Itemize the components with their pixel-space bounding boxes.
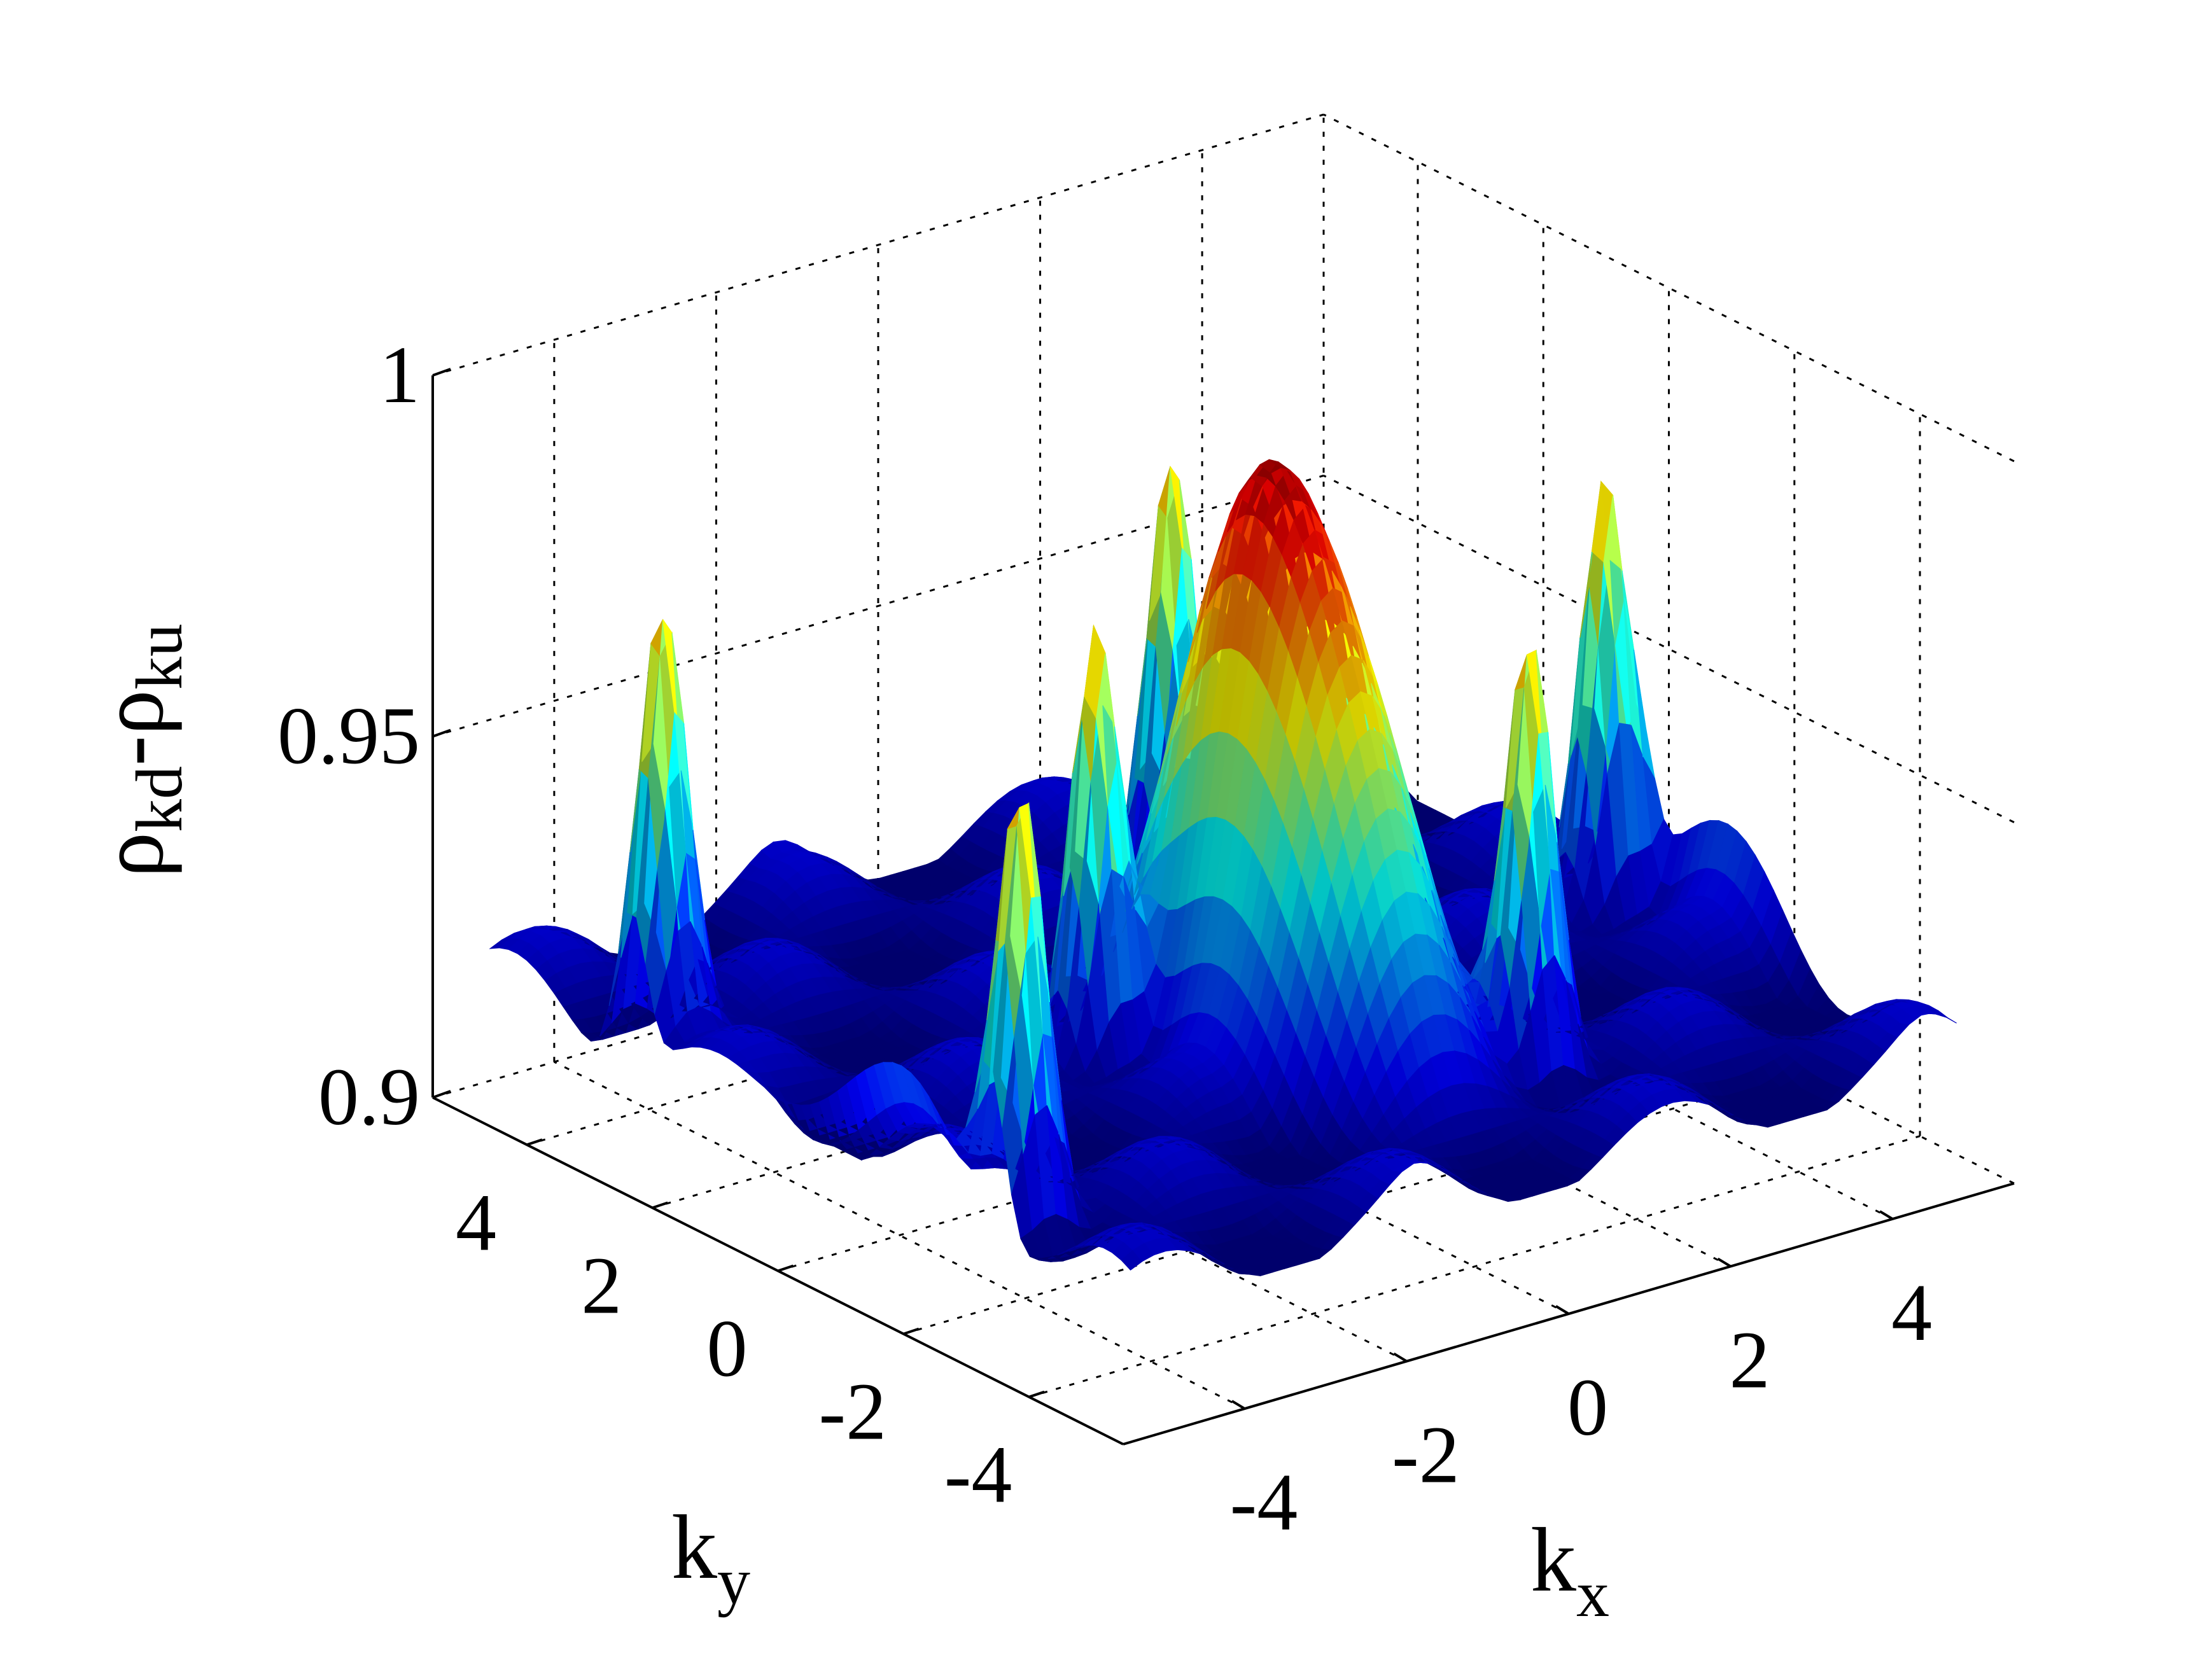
grid-sidewall-z xyxy=(1323,113,2015,463)
y-label-sub: y xyxy=(717,1545,750,1618)
grid-floor-x xyxy=(878,966,1569,1315)
grid-sidewall-z xyxy=(1323,835,2015,1185)
x-tick-label: -2 xyxy=(1392,1410,1460,1500)
y-tick-mark xyxy=(652,1201,668,1209)
surface xyxy=(489,459,1957,1276)
y-tick-mark xyxy=(526,1138,543,1146)
grid-floor-x xyxy=(554,1061,1245,1410)
y-axis-label: ky xyxy=(671,1497,750,1618)
z-label-mid: -ρ xyxy=(81,690,183,766)
y-tick-mark xyxy=(777,1264,794,1272)
y-tick-label: 0 xyxy=(707,1304,748,1394)
x-tick-mark xyxy=(1879,1210,1894,1220)
y-label-base: k xyxy=(671,1497,717,1598)
y-tick-label: -4 xyxy=(944,1430,1012,1520)
y-tick-label: 4 xyxy=(456,1177,496,1267)
x-tick-label: 4 xyxy=(1891,1267,1932,1358)
x-tick-mark xyxy=(1231,1400,1245,1410)
y-tick-mark xyxy=(903,1327,920,1335)
x-tick-mark xyxy=(1555,1305,1570,1315)
z-tick-label: 0.9 xyxy=(318,1052,420,1142)
x-tick-mark xyxy=(1393,1352,1408,1363)
y-tick-label: 2 xyxy=(581,1240,622,1330)
z-tick-label: 1 xyxy=(379,330,420,420)
grid-floor-x xyxy=(1201,871,1893,1220)
x-tick-label: 2 xyxy=(1730,1314,1770,1405)
y-tick-mark xyxy=(1028,1390,1045,1398)
grid-floor-y xyxy=(1028,1135,1921,1398)
grid-floor-x xyxy=(715,1014,1408,1362)
x-tick-label: 0 xyxy=(1567,1362,1608,1452)
axes xyxy=(431,368,2015,1446)
x-label-sub: x xyxy=(1576,1557,1609,1631)
grid-floor-x xyxy=(1039,919,1732,1267)
y-tick-label: -2 xyxy=(818,1367,886,1457)
z-tick-label: 0.95 xyxy=(277,691,420,781)
z-label-base: ρ xyxy=(81,832,183,878)
z-tick-mark xyxy=(432,368,451,377)
x-axis-label: kx xyxy=(1530,1510,1609,1631)
z-axis-label: ρkd-ρku xyxy=(81,623,196,878)
grid-backwall-z xyxy=(432,113,1324,377)
z-tick-mark xyxy=(432,728,451,738)
x-tick-mark xyxy=(1717,1257,1732,1268)
z-tick-mark xyxy=(432,1090,451,1099)
surface-patch xyxy=(1935,1014,1957,1024)
x-tick-label: -4 xyxy=(1230,1457,1298,1547)
x-label-base: k xyxy=(1530,1510,1576,1611)
z-label-sub1: kd xyxy=(123,766,196,832)
grid-sidewall-z xyxy=(1323,475,2015,823)
z-label-sub2: ku xyxy=(123,623,196,690)
